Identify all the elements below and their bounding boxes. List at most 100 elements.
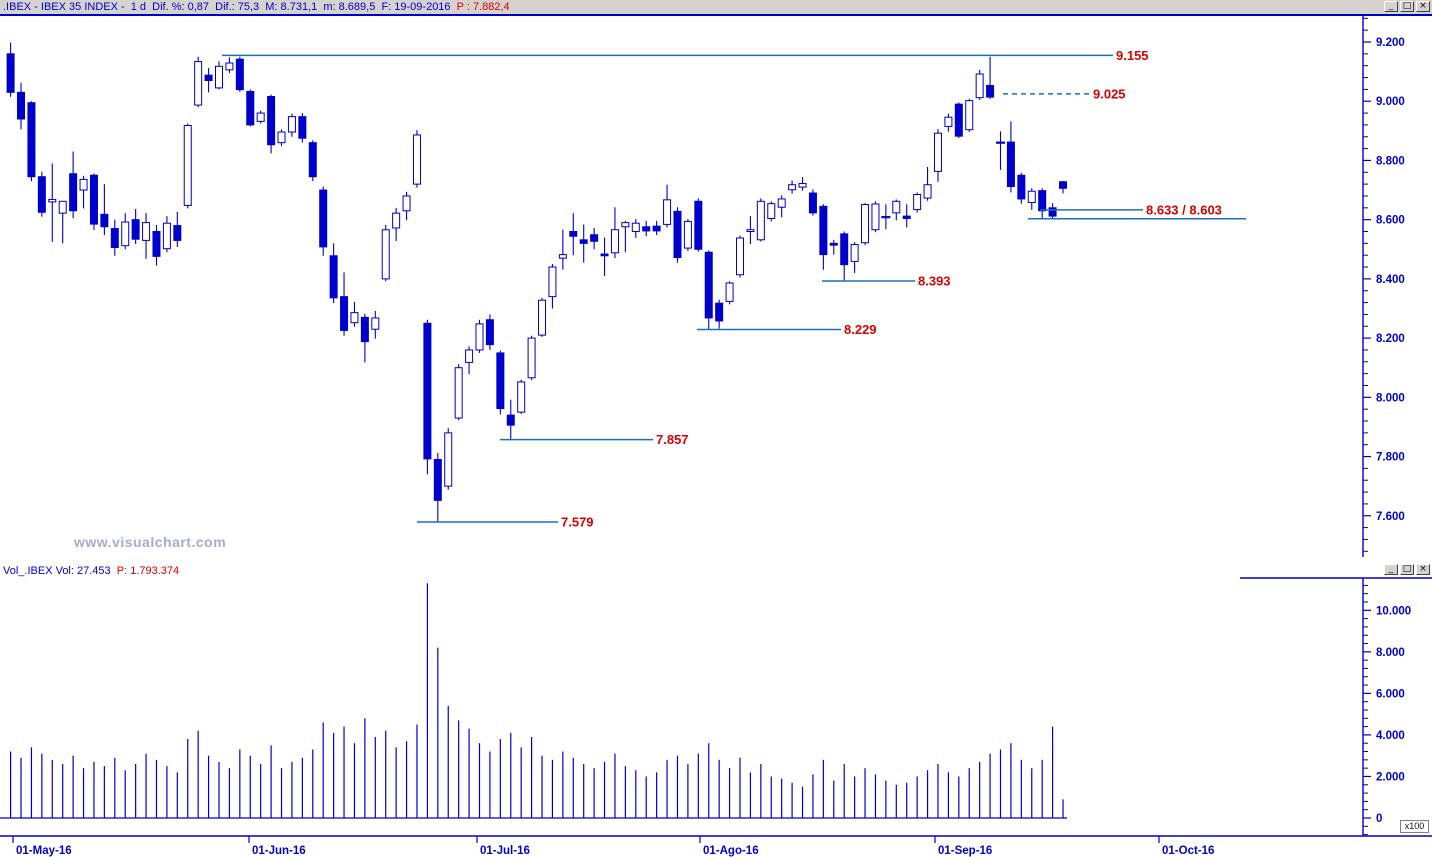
candle <box>694 200 703 250</box>
candle <box>725 282 734 302</box>
candle <box>558 254 567 259</box>
candle <box>610 229 619 254</box>
price-axis-label: 7.600 <box>1376 511 1405 523</box>
candle <box>861 204 870 244</box>
minimize-button[interactable]: _ <box>1384 1 1398 12</box>
price-axis-label: 8.600 <box>1376 215 1405 227</box>
candle <box>590 234 599 242</box>
x-axis-label: 01-May-16 <box>16 845 72 857</box>
candle <box>548 266 557 298</box>
candle <box>6 53 15 93</box>
watermark: www.visualchart.com <box>74 534 227 550</box>
candle <box>340 296 349 331</box>
pane-top-border <box>0 14 1432 16</box>
candle <box>538 299 547 336</box>
maximize-icon: □ <box>1402 1 1412 11</box>
candle <box>715 302 724 322</box>
minimize-icon: _ <box>1388 1 1394 11</box>
x-axis-label: 01-Oct-16 <box>1162 845 1214 857</box>
candle <box>756 200 765 241</box>
x-axis-label: 01-Jun-16 <box>252 845 306 857</box>
candle <box>808 192 817 214</box>
volume-pane-titlebar: Vol_.IBEX Vol: 27.453 P: 1.793.374 _ □ × <box>0 561 1432 577</box>
volume-pane-title: Vol_.IBEX Vol: 27.453 P: 1.793.374 <box>0 565 179 577</box>
candle <box>746 229 755 233</box>
candle <box>173 225 182 241</box>
close-icon: × <box>1419 1 1427 11</box>
candle <box>923 184 932 199</box>
volume-multiplier-badge: x100 <box>1400 820 1429 833</box>
price-annotation-label: 8.633 / 8.603 <box>1146 202 1222 217</box>
candle <box>642 226 651 232</box>
price-pane-window-controls: _ □ × <box>1384 1 1430 12</box>
candle <box>110 228 119 248</box>
candle <box>215 65 223 89</box>
candle <box>788 184 797 191</box>
candle <box>402 195 411 212</box>
volume-axis-label: 8.000 <box>1376 647 1405 659</box>
candle <box>621 222 630 228</box>
candle <box>183 125 192 206</box>
candle <box>850 244 859 262</box>
candle <box>225 62 234 71</box>
candle <box>892 200 901 214</box>
candle <box>954 103 963 137</box>
candle <box>277 131 286 144</box>
minimize-icon: _ <box>1388 564 1394 574</box>
volume-maximize-button[interactable]: □ <box>1400 564 1414 575</box>
candle <box>48 199 57 203</box>
candle <box>256 112 265 122</box>
candle <box>194 61 203 106</box>
candle <box>246 90 255 126</box>
volume-axis-label: 10.000 <box>1376 605 1411 617</box>
candle <box>308 142 317 178</box>
candle <box>392 212 401 229</box>
x-axis-label: 01-Ago-16 <box>703 845 759 857</box>
candle <box>975 73 984 99</box>
candle <box>506 414 515 426</box>
candle <box>933 132 942 172</box>
candle <box>454 367 463 419</box>
candle <box>663 199 672 225</box>
candle <box>371 317 380 330</box>
price-axis-label: 9.200 <box>1376 37 1405 49</box>
candle <box>871 203 880 231</box>
price-pane-title-main: .IBEX - IBEX 35 INDEX - 1 d Dif. %: 0,87… <box>3 0 451 13</box>
candle <box>652 225 661 232</box>
candle <box>412 134 421 185</box>
maximize-icon: □ <box>1402 564 1412 574</box>
volume-minimize-button[interactable]: _ <box>1384 564 1398 575</box>
volume-axis: 10.000 8.000 6.000 4.000 2.000 0 <box>1240 577 1432 836</box>
candle <box>944 116 953 127</box>
volume-axis-label: 0 <box>1376 813 1382 825</box>
maximize-button[interactable]: □ <box>1400 1 1414 12</box>
candle <box>913 193 922 211</box>
price-axis-label: 7.800 <box>1376 452 1405 464</box>
candle <box>152 231 161 257</box>
price-pane-titlebar: .IBEX - IBEX 35 INDEX - 1 d Dif. %: 0,87… <box>0 0 1432 14</box>
volume-pane-title-main: Vol_.IBEX Vol: 27.453 <box>3 565 111 577</box>
candle <box>736 237 744 276</box>
candle <box>902 215 911 219</box>
candle <box>767 203 776 219</box>
price-annotation-label: 8.393 <box>918 273 951 288</box>
candle <box>829 242 838 246</box>
volume-axis-label: 2.000 <box>1376 771 1405 783</box>
candle <box>433 459 442 501</box>
candle <box>298 116 307 139</box>
candle <box>204 74 213 81</box>
volume-close-button[interactable]: × <box>1416 564 1430 575</box>
candle <box>704 251 713 319</box>
candle <box>100 213 109 228</box>
close-button[interactable]: × <box>1416 1 1430 12</box>
candle <box>631 222 640 233</box>
candle <box>27 102 36 178</box>
volume-axis-label: 4.000 <box>1376 730 1405 742</box>
price-pane-title: .IBEX - IBEX 35 INDEX - 1 d Dif. %: 0,87… <box>0 1 510 14</box>
candle <box>1048 207 1057 217</box>
candle <box>1038 190 1047 212</box>
candle <box>142 222 151 241</box>
candle <box>287 116 296 133</box>
